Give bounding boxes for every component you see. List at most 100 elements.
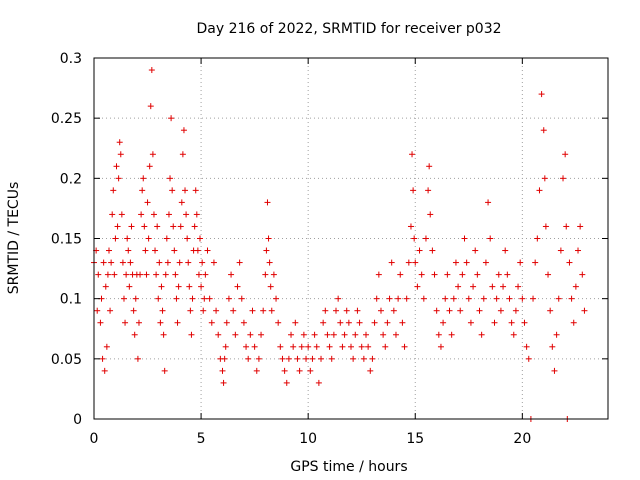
data-point [104, 271, 111, 278]
data-point [555, 295, 562, 302]
chart-title: Day 216 of 2022, SRMTID for receiver p03… [196, 21, 501, 37]
data-point [258, 331, 265, 338]
data-point [399, 319, 406, 326]
data-point [563, 223, 570, 230]
data-point [388, 259, 395, 266]
data-point [506, 295, 513, 302]
data-point [111, 271, 118, 278]
data-point [487, 235, 494, 242]
data-point [178, 199, 185, 206]
data-point [125, 247, 132, 254]
data-point [95, 271, 102, 278]
data-point [401, 343, 408, 350]
data-point [292, 319, 299, 326]
data-point [172, 271, 179, 278]
data-point [440, 319, 447, 326]
data-point [182, 187, 189, 194]
data-point [238, 295, 245, 302]
data-point [103, 343, 110, 350]
data-point [191, 223, 198, 230]
data-point [187, 307, 194, 314]
data-point [425, 187, 432, 194]
data-point [177, 223, 184, 230]
data-point [114, 223, 121, 230]
data-point [461, 235, 468, 242]
data-point [405, 259, 412, 266]
data-point [119, 259, 126, 266]
data-point [491, 319, 498, 326]
data-point [201, 295, 208, 302]
data-point [198, 283, 205, 290]
data-point [429, 247, 436, 254]
data-point [221, 355, 228, 362]
data-point [380, 331, 387, 338]
data-point [540, 127, 547, 134]
data-point [243, 343, 250, 350]
data-point [105, 247, 112, 254]
data-point [553, 331, 560, 338]
x-tick-label: 10 [299, 431, 317, 447]
data-point [435, 331, 442, 338]
y-tick-label: 0.3 [60, 51, 82, 67]
data-point [313, 343, 320, 350]
data-point [260, 307, 267, 314]
data-point [265, 235, 272, 242]
data-point [175, 283, 182, 290]
data-point [350, 355, 357, 362]
data-point [97, 319, 104, 326]
data-point [173, 295, 180, 302]
data-point [180, 127, 187, 134]
data-point [390, 307, 397, 314]
data-point [288, 331, 295, 338]
data-point [362, 331, 369, 338]
data-point [298, 343, 305, 350]
data-point [309, 355, 316, 362]
data-point [152, 247, 159, 254]
data-point [371, 319, 378, 326]
data-point [232, 331, 239, 338]
data-point [409, 151, 416, 158]
data-point [530, 295, 537, 302]
data-point [330, 331, 337, 338]
data-point [143, 271, 150, 278]
data-point [382, 343, 389, 350]
data-point [251, 343, 258, 350]
data-point [117, 151, 124, 158]
data-point [512, 307, 519, 314]
data-point [162, 271, 169, 278]
data-point [467, 319, 474, 326]
data-point [322, 307, 329, 314]
data-point [547, 307, 554, 314]
data-point [174, 319, 181, 326]
data-point [159, 307, 166, 314]
data-point [566, 259, 573, 266]
data-point [356, 319, 363, 326]
data-point [328, 355, 335, 362]
data-point [448, 331, 455, 338]
data-point [579, 271, 586, 278]
data-point [118, 211, 125, 218]
data-point [577, 223, 584, 230]
data-point [497, 307, 504, 314]
data-point [300, 331, 307, 338]
x-tick-label: 15 [406, 431, 424, 447]
data-point [568, 295, 575, 302]
data-point [418, 271, 425, 278]
data-point [581, 307, 588, 314]
data-point [171, 247, 178, 254]
data-point [395, 295, 402, 302]
data-point [551, 367, 558, 374]
data-point [345, 319, 352, 326]
data-point [245, 355, 252, 362]
data-point [281, 367, 288, 374]
data-point [549, 343, 556, 350]
data-point [277, 343, 284, 350]
data-point [147, 103, 154, 110]
data-point [463, 259, 470, 266]
data-point [197, 235, 204, 242]
data-point [536, 187, 543, 194]
data-point [508, 319, 515, 326]
data-point [562, 151, 569, 158]
data-point [318, 355, 325, 362]
scatter-points [91, 67, 588, 422]
